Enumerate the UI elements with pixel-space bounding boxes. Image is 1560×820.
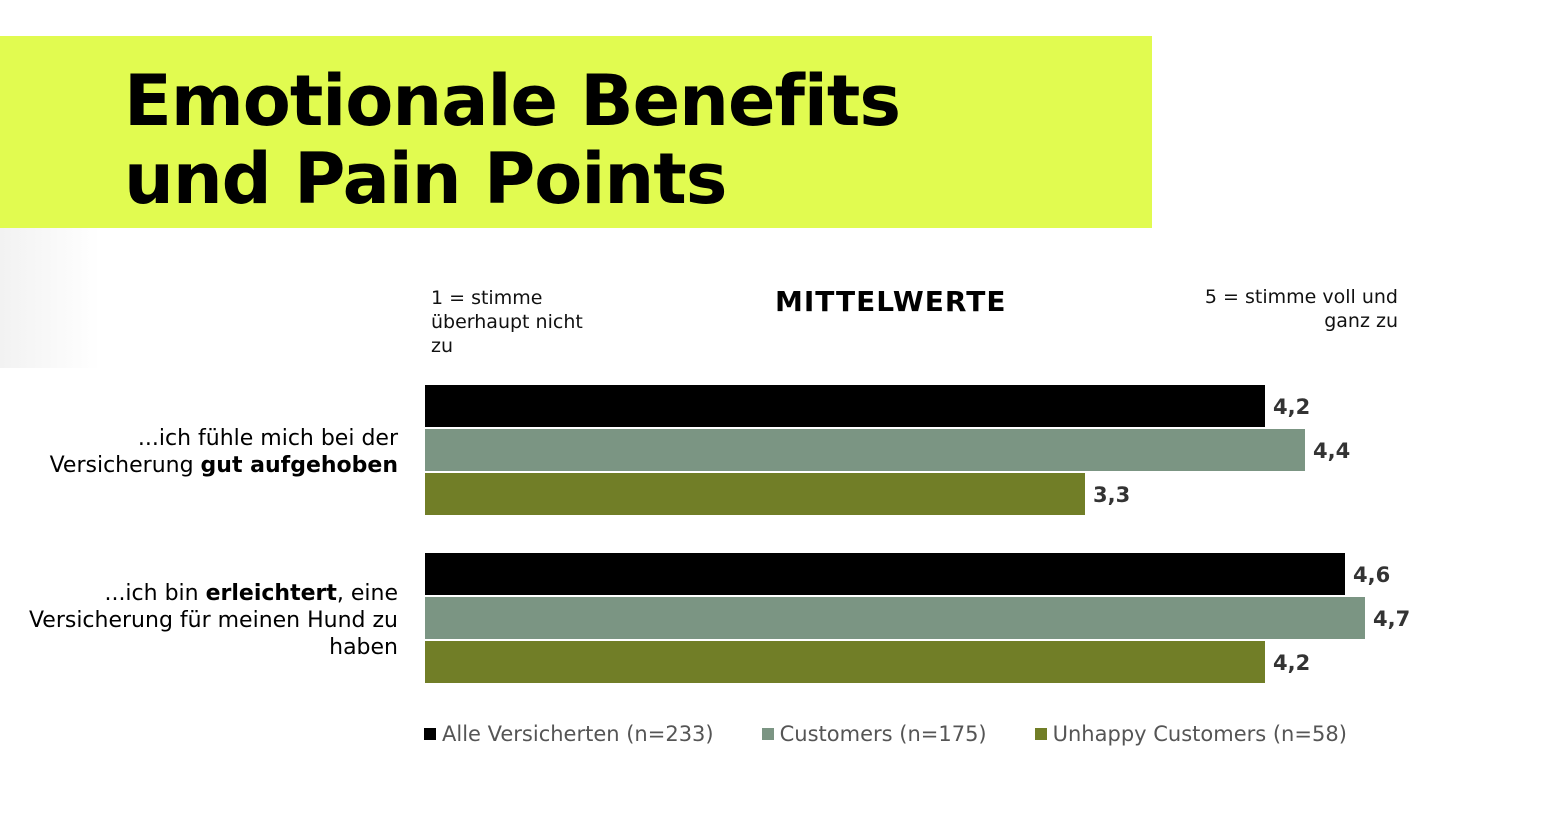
- legend-item-unhappy: Unhappy Customers (n=58): [1034, 722, 1347, 746]
- legend: Alle Versicherten (n=233) Customers (n=1…: [424, 722, 1347, 746]
- value-label-customers-category-1: 4,4: [1313, 439, 1350, 463]
- scale-low-label: 1 = stimme überhaupt nicht zu: [431, 287, 583, 357]
- category-label-2: ...ich bin erleichtert, eine Versicherun…: [28, 581, 398, 660]
- chart-title: MITTELWERTE: [775, 285, 1007, 318]
- bar-unhappy-category-2: [425, 641, 1265, 683]
- bar-customers-category-1: [425, 429, 1305, 471]
- value-label-unhappy-category-1: 3,3: [1093, 483, 1130, 507]
- legend-label-customers: Customers (n=175): [779, 722, 987, 746]
- legend-item-alle: Alle Versicherten (n=233): [424, 722, 714, 746]
- bar-alle-category-1: [425, 385, 1265, 427]
- value-label-unhappy-category-2: 4,2: [1273, 651, 1310, 675]
- title-line-2: und Pain Points: [124, 138, 727, 220]
- legend-swatch-unhappy: [1034, 728, 1047, 740]
- value-label-alle-category-2: 4,6: [1353, 563, 1390, 587]
- scale-high-label: 5 = stimme voll und ganz zu: [1204, 286, 1398, 332]
- legend-swatch-customers: [761, 728, 774, 740]
- legend-label-alle: Alle Versicherten (n=233): [442, 722, 714, 746]
- legend-swatch-alle: [424, 728, 436, 740]
- title-line-1: Emotionale Benefits: [124, 60, 901, 142]
- bar-alle-category-2: [425, 553, 1345, 595]
- value-label-customers-category-2: 4,7: [1373, 607, 1410, 631]
- legend-item-customers: Customers (n=175): [761, 722, 987, 746]
- page-title: Emotionale Benefits und Pain Points: [124, 60, 901, 220]
- legend-label-unhappy: Unhappy Customers (n=58): [1052, 722, 1347, 746]
- category-label-1: ...ich fühle mich bei der Versicherung g…: [49, 426, 398, 478]
- bar-unhappy-category-1: [425, 473, 1085, 515]
- value-label-alle-category-1: 4,2: [1273, 395, 1310, 419]
- bar-customers-category-2: [425, 597, 1365, 639]
- side-shade: [0, 228, 100, 368]
- title-band: [0, 36, 1152, 228]
